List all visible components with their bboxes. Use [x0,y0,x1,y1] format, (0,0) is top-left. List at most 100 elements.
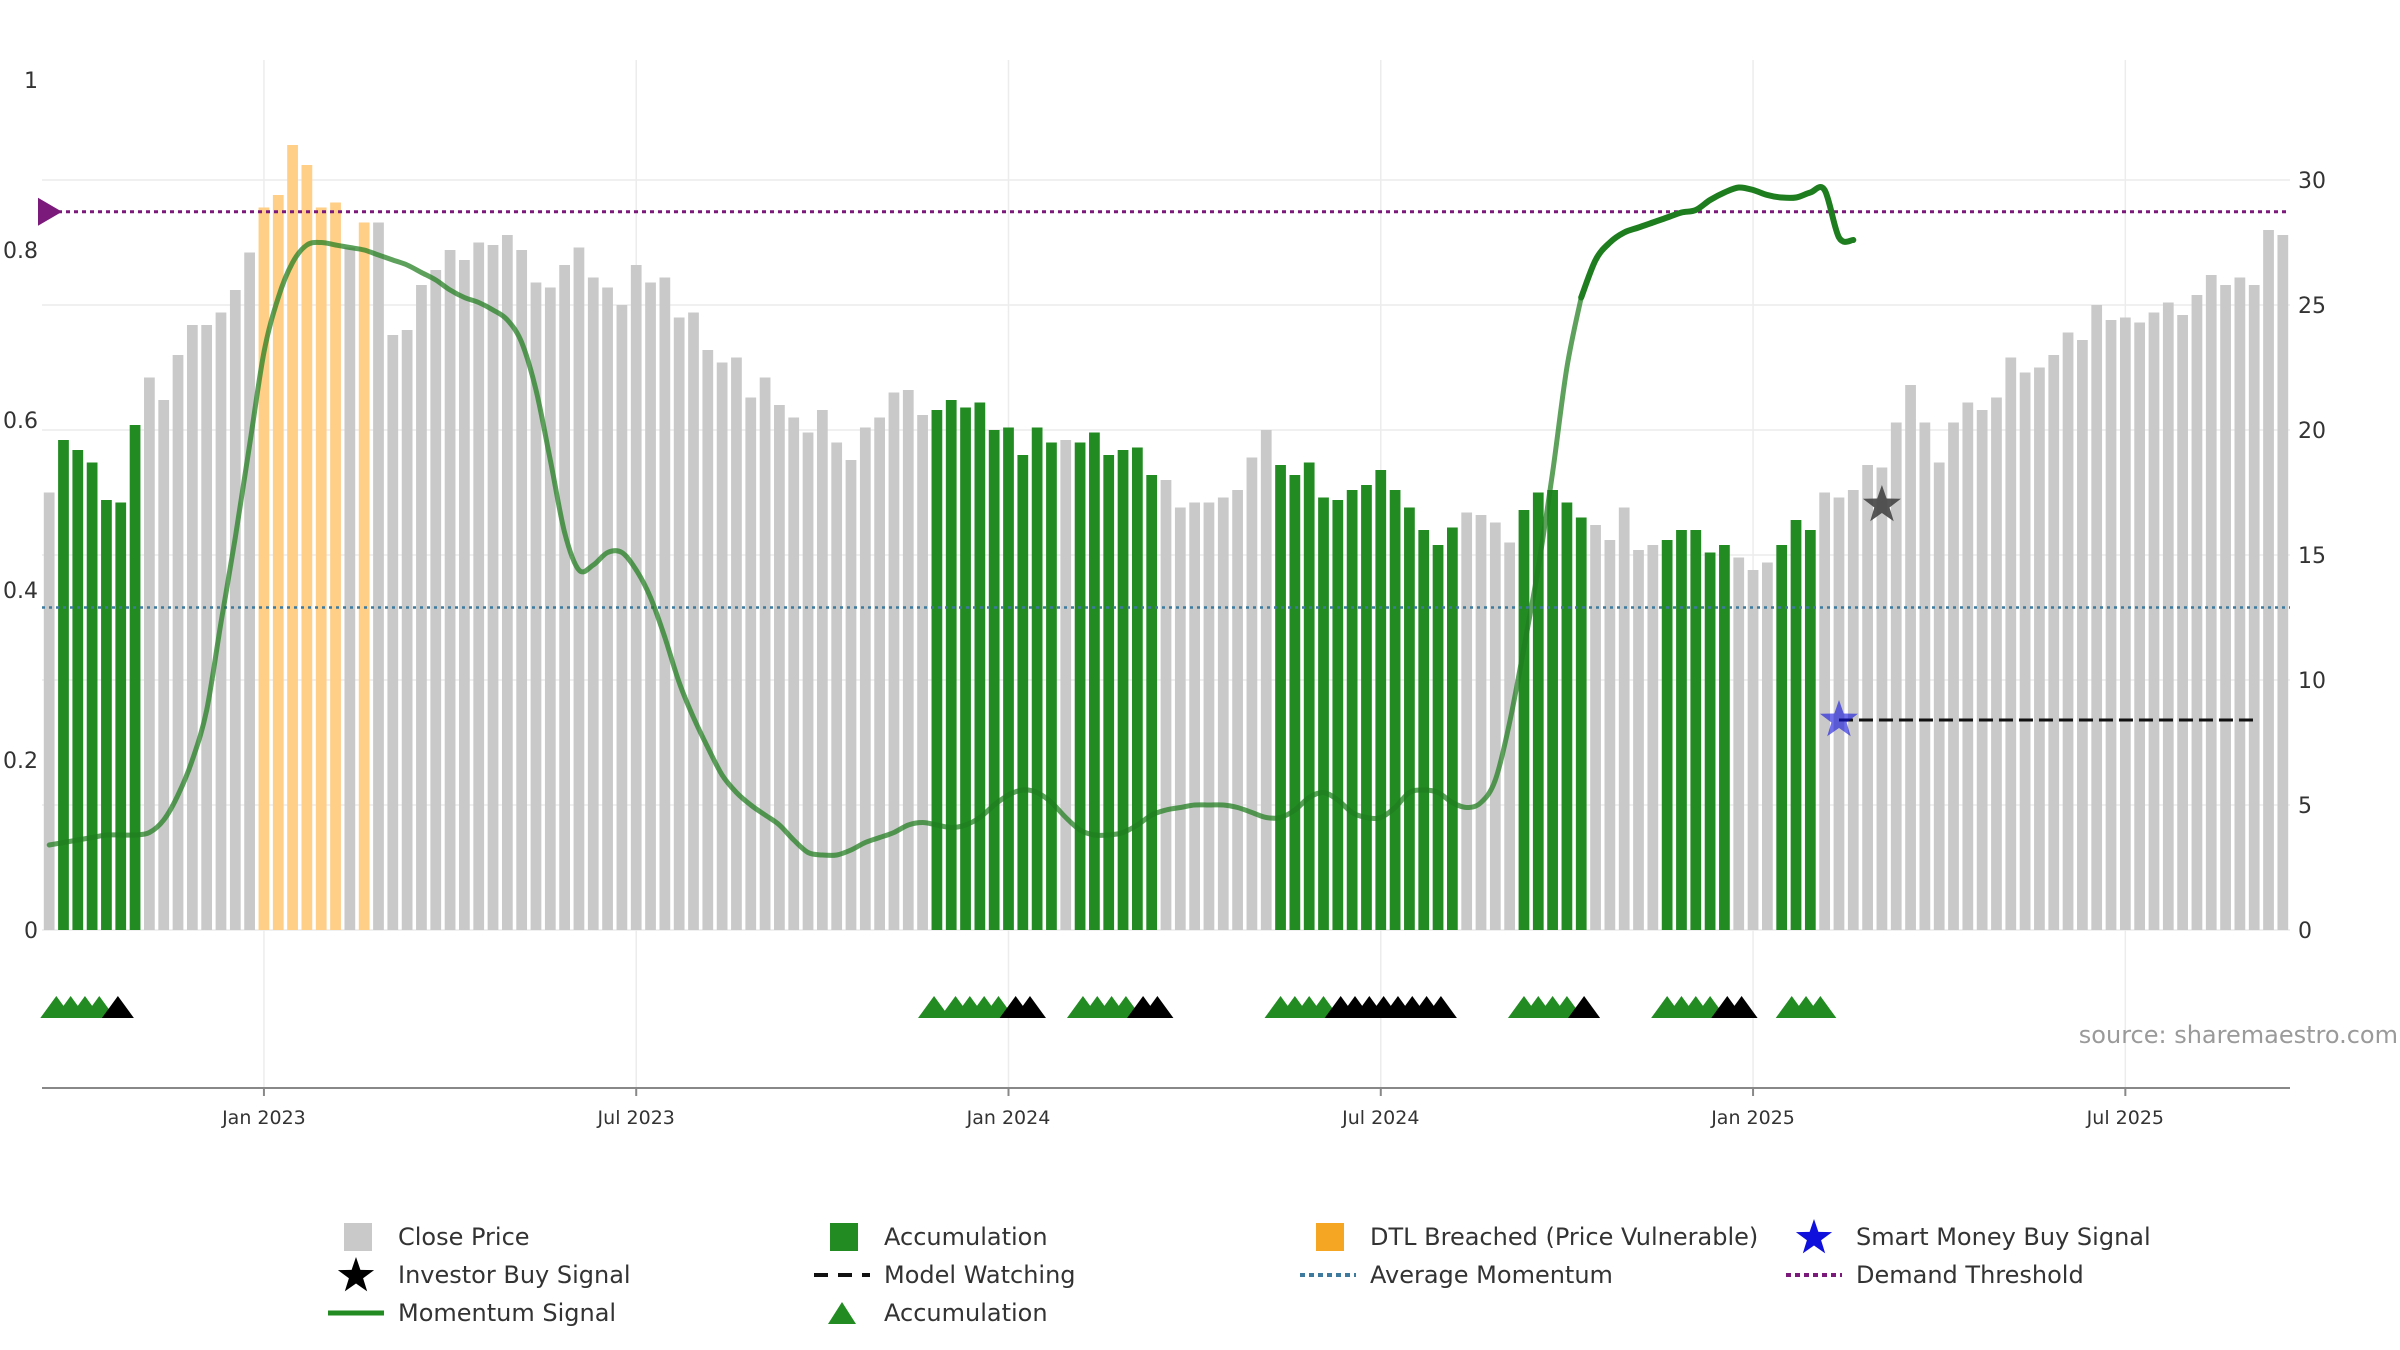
close-price-bar [802,432,814,930]
close-price-bar [659,277,671,930]
legend-item-smart: Smart Money Buy Signal [1784,1218,2151,1256]
legend-symbol [326,1294,386,1332]
accumulation-bar [1804,530,1816,930]
accumulation-bar [86,462,98,930]
accumulation-bar [1561,502,1573,930]
close-price-bar [186,325,198,930]
accumulation-bar [1432,545,1444,930]
close-price-bar [1862,465,1873,930]
left-axis-tick: 0.6 [3,409,38,434]
close-price-bar [874,417,885,930]
close-price-bar [788,417,800,930]
close-price-bar [859,427,871,930]
dtl-breached-bar [272,195,284,930]
accumulation-bar [974,402,986,930]
close-price-bar [1489,522,1501,930]
accumulation-bar [1704,552,1716,930]
accumulation-bar [115,502,127,930]
legend-label: Demand Threshold [1856,1261,2084,1289]
close-price-bar [544,287,556,930]
legend-label: Investor Buy Signal [398,1261,631,1289]
close-price-bar [716,362,728,930]
close-price-bar [2263,230,2274,930]
close-price-bar [759,377,771,930]
close-price-bar [2119,317,2131,930]
close-price-bar [1260,430,1272,930]
close-price-bar [2162,302,2174,930]
momentum-line-recent [1578,184,1857,301]
close-price-bar [902,390,914,930]
accumulation-bar [1719,545,1730,930]
accumulation-bar [945,400,957,930]
legend-symbol [812,1256,872,1294]
legend-symbol [1784,1218,1844,1256]
close-price-bar [1217,497,1229,930]
close-price-bar [401,330,413,930]
legend-item-demand: Demand Threshold [1784,1256,2084,1294]
investor-buy-star [1862,485,1901,522]
accumulation-bar [1117,450,1129,930]
close-price-bar [229,290,241,930]
close-price-bar [2277,235,2289,930]
left-axis-tick: 0.4 [3,579,38,604]
left-axis-tick: 1 [24,69,38,94]
legend-symbol [1298,1218,1358,1256]
legend-symbol [812,1218,872,1256]
signal-triangle [1141,996,1174,1018]
close-price-bar [845,460,857,930]
close-price-bar [1819,492,1831,930]
legend-label: Model Watching [884,1261,1076,1289]
dtl-breached-bar [315,207,327,930]
legend-symbol [326,1256,386,1294]
close-price-bar [1847,490,1859,930]
close-price-bar [2234,277,2246,930]
close-price-bar [1976,410,1988,930]
close-price-bar [2177,315,2188,930]
close-price-bar [816,410,828,930]
accumulation-bar [1375,470,1387,930]
legend-symbol [326,1218,386,1256]
left-axis-tick: 0.2 [3,749,38,774]
dtl-breached-bar [258,207,270,930]
accumulation-bar [1361,485,1372,930]
close-price-bar [1890,422,1902,930]
price-bars [43,145,2289,930]
close-price-bar [616,305,628,930]
accumulation-bar [931,410,943,930]
close-price-bar [1948,422,1959,930]
close-price-bar [1461,512,1473,930]
x-axis-tick-label: Jan 2025 [1710,1107,1795,1129]
close-price-bar [1060,440,1072,930]
close-price-bar [1933,462,1945,930]
right-axis-tick: 5 [2298,794,2312,819]
close-price-bar [158,400,170,930]
left-axis-tick: 0 [24,919,38,944]
close-price-bar [1618,507,1630,930]
smart-money-star [1819,700,1858,737]
close-price-bar [1203,502,1215,930]
accumulation-bar [1661,540,1673,930]
close-price-bar [2205,275,2217,930]
accumulation-bar [1447,527,1458,930]
dtl-breached-bar [330,202,341,930]
accumulation-bar [1332,500,1344,930]
legend: Close Price Accumulation DTL Breached (Pri… [0,1200,2400,1327]
close-price-bar [645,282,656,930]
close-price-bar [2134,322,2146,930]
close-price-bar [630,265,642,930]
accumulation-bar [1089,432,1100,930]
legend-item-model: Model Watching [812,1256,1076,1294]
close-price-bar [587,277,599,930]
close-price-bar [43,492,55,930]
close-price-bar [1232,490,1243,930]
close-price-bar [344,247,356,930]
legend-item-investor: Investor Buy Signal [326,1256,631,1294]
accumulation-triangle [1804,996,1837,1018]
close-price-bar [244,252,255,930]
close-price-bar [917,415,928,930]
x-axis-tick-label: Jan 2023 [221,1107,306,1129]
legend-label: Close Price [398,1223,530,1251]
close-price-bar [501,235,513,930]
momentum-line-faded [46,239,1584,858]
legend-label: Smart Money Buy Signal [1856,1223,2151,1251]
